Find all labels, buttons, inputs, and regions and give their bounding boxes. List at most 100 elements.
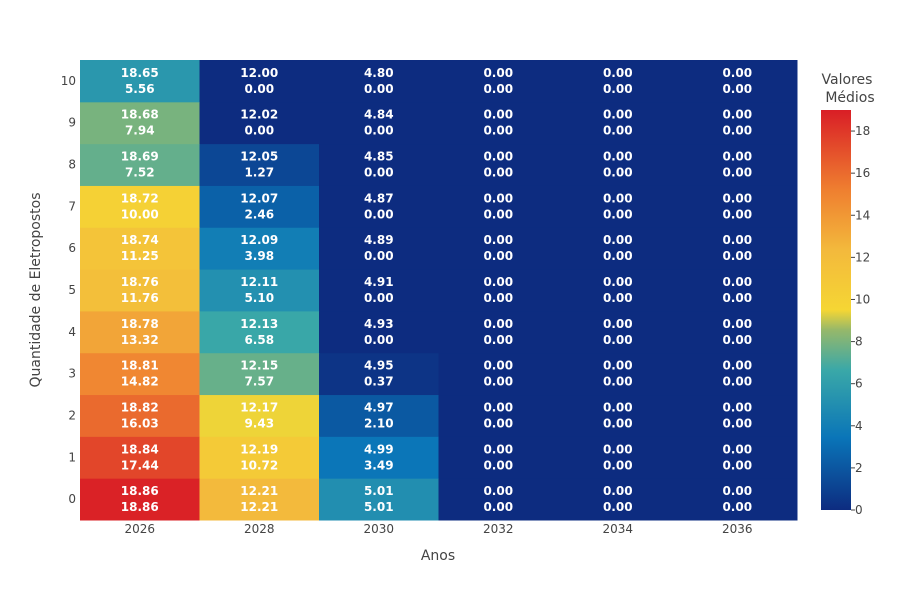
cell-label-top-2030-10: 4.80 <box>364 66 394 80</box>
cell-label-value-2030-6: 0.00 <box>364 249 394 263</box>
cell-label-value-2036-1: 0.00 <box>722 458 752 472</box>
cell-label-top-2030-4: 4.93 <box>364 317 394 331</box>
cell-label-top-2028-9: 12.02 <box>240 108 278 122</box>
cell-label-value-2030-2: 2.10 <box>364 416 394 430</box>
cell-label-top-2026-2: 18.82 <box>121 400 159 414</box>
cell-label-top-2030-1: 4.99 <box>364 442 394 456</box>
heatmap-cell-2032-8 <box>438 143 559 186</box>
colorbar: 0 2 4 6 8 10 12 14 16 18 <box>821 110 870 517</box>
cell-label-top-2030-8: 4.85 <box>364 150 394 164</box>
heatmap-cell-2032-2 <box>438 394 559 437</box>
cell-label-value-2026-3: 14.82 <box>121 375 159 389</box>
cell-label-top-2036-9: 0.00 <box>722 108 752 122</box>
cell-label-top-2030-9: 4.84 <box>364 108 394 122</box>
heatmap-cell-2036-0 <box>677 478 798 521</box>
cell-label-value-2028-9: 0.00 <box>244 124 274 138</box>
cell-label-value-2028-10: 0.00 <box>244 82 274 96</box>
cell-label-value-2032-6: 0.00 <box>483 249 513 263</box>
cell-label-value-2032-4: 0.00 <box>483 333 513 347</box>
heatmap-cell-2034-7 <box>558 185 678 228</box>
heatmap-cell-2036-6 <box>677 227 798 270</box>
heatmap-cell-2030-8 <box>319 143 439 186</box>
heatmap-cell-2036-10 <box>677 60 798 103</box>
cell-label-top-2028-1: 12.19 <box>240 442 278 456</box>
heatmap-cell-2030-10 <box>319 60 439 103</box>
cell-label-value-2026-10: 5.56 <box>125 82 155 96</box>
heatmap-cell-2032-1 <box>438 436 559 479</box>
cell-label-value-2034-3: 0.00 <box>603 375 633 389</box>
heatmap-cell-2034-5 <box>558 269 678 312</box>
cell-label-top-2028-7: 12.07 <box>240 191 278 205</box>
heatmap-cell-2028-3 <box>199 352 320 396</box>
cell-label-value-2028-7: 2.46 <box>244 207 274 221</box>
x-tick-label-2026: 2026 <box>124 522 155 536</box>
colorbar-title-line-2: Médios <box>825 90 874 106</box>
cell-label-top-2028-5: 12.11 <box>240 275 278 289</box>
cell-label-top-2036-5: 0.00 <box>722 275 752 289</box>
cell-label-value-2032-3: 0.00 <box>483 375 513 389</box>
cell-label-top-2032-6: 0.00 <box>483 233 513 247</box>
cell-label-top-2026-9: 18.68 <box>121 108 159 122</box>
cell-label-value-2032-2: 0.00 <box>483 416 513 430</box>
heatmap-cell-2032-10 <box>438 60 559 103</box>
cell-label-top-2030-7: 4.87 <box>364 191 394 205</box>
cell-label-top-2034-2: 0.00 <box>603 400 633 414</box>
cell-label-value-2026-7: 10.00 <box>121 207 159 221</box>
heatmap-cell-2034-4 <box>558 310 678 354</box>
cell-label-top-2026-8: 18.69 <box>121 150 159 164</box>
heatmap-cell-2028-5 <box>199 269 320 312</box>
y-tick-label-10: 10 <box>61 74 76 88</box>
cell-label-top-2026-10: 18.65 <box>121 66 159 80</box>
y-axis-ticks: 0 1 2 3 4 5 6 7 8 9 10 <box>61 74 76 506</box>
cell-label-value-2036-3: 0.00 <box>722 375 752 389</box>
cell-label-top-2036-3: 0.00 <box>722 359 752 373</box>
heatmap-cell-2030-1 <box>319 436 439 479</box>
cell-label-value-2034-8: 0.00 <box>603 166 633 180</box>
cell-label-top-2034-7: 0.00 <box>603 191 633 205</box>
colorbar-tick-label-6: 6 <box>855 377 863 391</box>
y-tick-label-5: 5 <box>68 283 76 297</box>
cell-label-value-2036-2: 0.00 <box>722 416 752 430</box>
cell-label-value-2034-0: 0.00 <box>603 500 633 514</box>
heatmap-cell-2030-6 <box>319 227 439 270</box>
cell-label-value-2034-4: 0.00 <box>603 333 633 347</box>
cell-label-top-2026-7: 18.72 <box>121 191 159 205</box>
cell-label-top-2036-1: 0.00 <box>722 442 752 456</box>
heatmap-cell-2026-7 <box>80 185 200 228</box>
cell-label-top-2026-1: 18.84 <box>121 442 159 456</box>
cell-label-top-2036-4: 0.00 <box>722 317 752 331</box>
heatmap-cell-2030-4 <box>319 310 439 354</box>
heatmap-cell-2026-4 <box>80 310 200 354</box>
y-tick-label-4: 4 <box>68 325 76 339</box>
heatmap-cell-2034-8 <box>558 143 678 186</box>
cell-label-value-2028-4: 6.58 <box>244 333 274 347</box>
heatmap-cell-2030-0 <box>319 478 439 521</box>
heatmap-cell-2034-6 <box>558 227 678 270</box>
heatmap-cell-2036-4 <box>677 310 798 354</box>
cell-label-top-2032-4: 0.00 <box>483 317 513 331</box>
heatmap-cell-2028-8 <box>199 143 320 186</box>
cell-label-top-2036-0: 0.00 <box>722 484 752 498</box>
cell-label-value-2028-2: 9.43 <box>244 416 274 430</box>
cell-label-top-2032-5: 0.00 <box>483 275 513 289</box>
cell-label-value-2032-8: 0.00 <box>483 166 513 180</box>
heatmap-cell-2036-1 <box>677 436 798 479</box>
cell-label-value-2028-0: 12.21 <box>240 500 278 514</box>
colorbar-title-line-1: Valores <box>822 72 873 88</box>
cell-label-value-2026-1: 17.44 <box>121 458 159 472</box>
cell-label-value-2030-7: 0.00 <box>364 207 394 221</box>
cell-label-top-2032-8: 0.00 <box>483 150 513 164</box>
heatmap-cell-2032-0 <box>438 478 559 521</box>
cell-label-top-2030-2: 4.97 <box>364 400 394 414</box>
y-axis-title: Quantidade de Eletropostos <box>28 192 44 387</box>
cell-label-top-2028-2: 12.17 <box>240 400 278 414</box>
cell-label-value-2036-5: 0.00 <box>722 291 752 305</box>
heatmap-cell-2036-8 <box>677 143 798 186</box>
heatmap-cell-2036-2 <box>677 394 798 437</box>
cell-label-top-2036-8: 0.00 <box>722 150 752 164</box>
heatmap-cell-2034-0 <box>558 478 678 521</box>
cell-label-top-2032-0: 0.00 <box>483 484 513 498</box>
cell-label-value-2030-0: 5.01 <box>364 500 394 514</box>
cell-label-top-2030-3: 4.95 <box>364 359 394 373</box>
